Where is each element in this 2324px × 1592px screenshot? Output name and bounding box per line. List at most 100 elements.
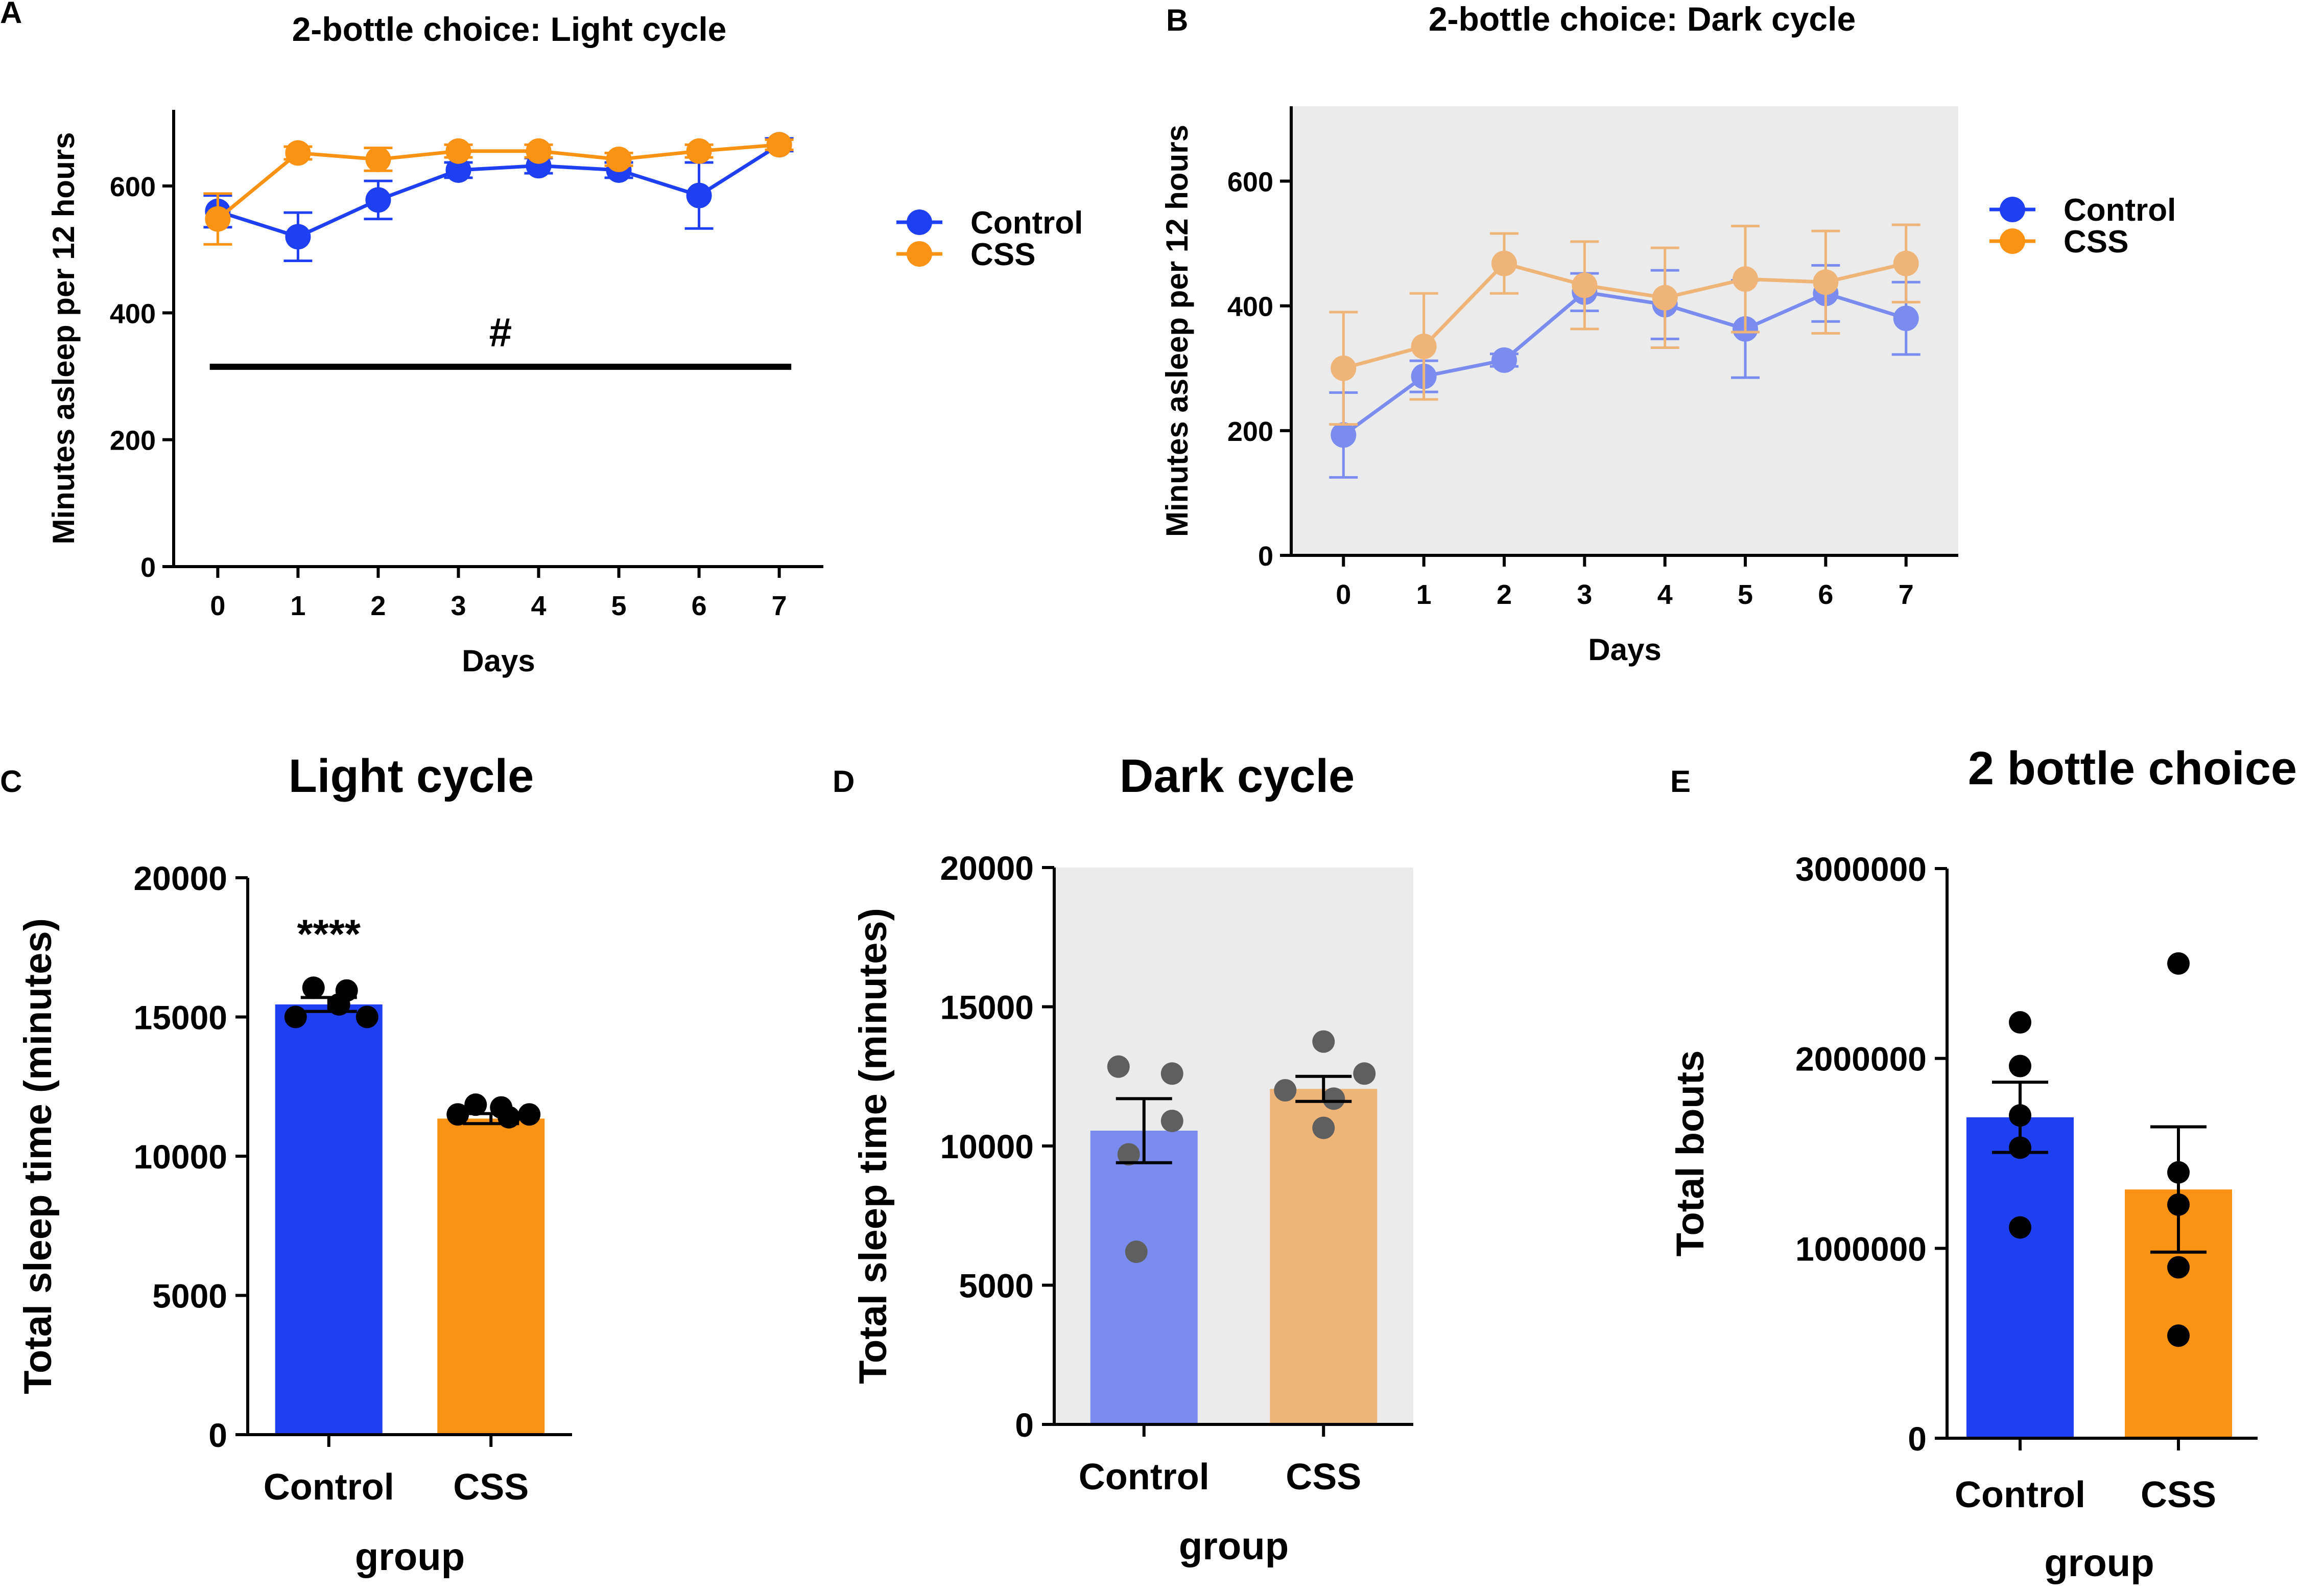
data-point [1491, 347, 1517, 373]
data-point [1893, 250, 1919, 276]
y-tick-label: 2000000 [1795, 1040, 1927, 1078]
x-tick-label: Control [264, 1467, 394, 1508]
x-tick-label: 0 [210, 591, 225, 621]
x-tick-label: 3 [450, 591, 466, 621]
data-point [464, 1093, 487, 1116]
x-tick-label: 3 [1577, 579, 1592, 610]
significance-marker: **** [297, 911, 361, 957]
y-tick-label: 200 [1227, 416, 1273, 447]
panel-label: D [833, 764, 855, 799]
series-line [1343, 261, 1907, 370]
x-tick-label: 2 [370, 591, 386, 621]
chart-title: Light cycle [289, 750, 534, 802]
data-point [686, 138, 712, 164]
data-point [285, 140, 311, 166]
chart-title: 2-bottle choice: Light cycle [292, 10, 727, 48]
x-tick-label: 4 [531, 591, 546, 621]
panel-D: D Dark cycle 0 5000 10000 15000 20000 Control CS… [833, 750, 1413, 1568]
y-tick-label: 0 [1258, 541, 1273, 572]
data-point [1322, 1087, 1345, 1110]
x-tick-label: 6 [692, 591, 707, 621]
x-axis-label: group [355, 1535, 465, 1579]
chart-title: 2-bottle choice: Dark cycle [1429, 0, 1856, 38]
panel-label: C [0, 764, 22, 799]
data-point [365, 146, 391, 172]
significance-marker: # [489, 310, 512, 355]
data-point [1274, 1079, 1297, 1102]
bar-control [1090, 1131, 1198, 1424]
y-tick-label: 15000 [133, 999, 227, 1037]
bar-control [275, 1004, 383, 1435]
panel-label: E [1670, 764, 1691, 799]
data-point [205, 206, 231, 232]
y-tick-label: 3000000 [1795, 850, 1927, 888]
data-point [2009, 1011, 2031, 1034]
data-point [1813, 269, 1839, 295]
legend-marker [907, 209, 932, 235]
data-point [1312, 1116, 1335, 1139]
y-tick-label: 1000000 [1795, 1230, 1927, 1268]
data-point [445, 138, 471, 164]
x-tick-label: 2 [1497, 579, 1512, 610]
y-tick-label: 600 [1227, 167, 1273, 198]
data-point [1733, 266, 1759, 292]
series-css [203, 132, 794, 246]
y-tick-label: 400 [110, 298, 156, 329]
plot-background-shade [1291, 106, 1958, 555]
x-tick-label: 0 [1336, 579, 1351, 610]
y-tick-label: 10000 [940, 1128, 1034, 1165]
x-axis-label: group [2044, 1541, 2154, 1585]
data-point [1125, 1240, 1148, 1263]
data-point [1107, 1055, 1130, 1078]
x-tick-label: 5 [1738, 579, 1753, 610]
y-tick-label: 200 [110, 426, 156, 456]
data-point [365, 187, 391, 213]
data-point [445, 157, 471, 183]
bar-control [1966, 1117, 2074, 1438]
data-point [355, 1005, 378, 1028]
x-tick-label: 5 [611, 591, 627, 621]
data-point [446, 1103, 469, 1126]
y-tick-label: 0 [1015, 1406, 1034, 1444]
legend-label: CSS [2064, 224, 2128, 260]
y-tick-label: 5000 [959, 1267, 1034, 1305]
data-point [1117, 1143, 1140, 1166]
bar-css [437, 1118, 545, 1435]
data-point [284, 1005, 307, 1028]
series-line [217, 143, 780, 239]
series-line [217, 143, 779, 221]
data-point [1491, 250, 1517, 276]
chart-title: 2 bottle choice [1968, 742, 2297, 794]
panel-label: A [0, 0, 22, 30]
y-tick-label: 0 [140, 552, 156, 583]
x-tick-label: 7 [1899, 579, 1914, 610]
legend-marker [2000, 228, 2025, 254]
y-axis-label: Total sleep time (minutes) [851, 908, 895, 1384]
y-tick-label: 0 [1908, 1420, 1927, 1458]
x-tick-label: 4 [1657, 579, 1673, 610]
data-point [686, 182, 712, 208]
data-point [1652, 285, 1678, 311]
data-point [1353, 1062, 1376, 1085]
legend-marker [907, 241, 932, 267]
x-axis-label: Days [1588, 633, 1661, 667]
x-axis-label: group [1179, 1525, 1289, 1568]
y-tick-label: 0 [208, 1416, 227, 1454]
series-css [1329, 223, 1920, 426]
x-tick-label: 6 [1818, 579, 1833, 610]
series-line [1342, 290, 1907, 437]
chart-title: Dark cycle [1120, 750, 1355, 802]
y-tick-label: 600 [110, 172, 156, 202]
x-tick-label: Control [1079, 1457, 1210, 1497]
panel-A: A 2-bottle choice: Light cycle 0 200 400 600 0… [0, 0, 1083, 678]
y-tick-label: 5000 [152, 1277, 227, 1315]
data-point [526, 138, 552, 164]
x-tick-label: 1 [290, 591, 305, 621]
x-tick-label: 7 [772, 591, 787, 621]
data-point [1411, 334, 1437, 360]
data-point [285, 224, 311, 250]
y-axis-label: Total bouts [1669, 1050, 1712, 1257]
